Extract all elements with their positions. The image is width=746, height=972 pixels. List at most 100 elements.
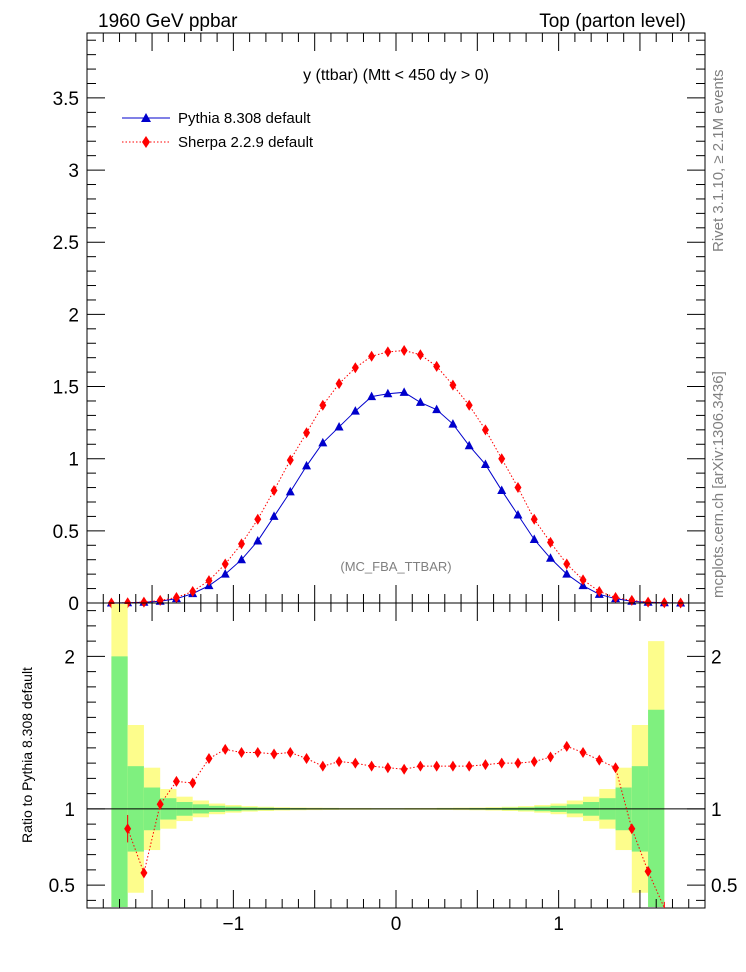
ratio-data-point bbox=[335, 756, 343, 768]
pythia-data-point bbox=[220, 569, 230, 578]
ratio-data-point bbox=[498, 757, 506, 769]
ratio-data-point bbox=[400, 763, 408, 775]
ratio-data-point bbox=[205, 753, 213, 765]
ratio-data-point bbox=[303, 753, 311, 765]
ratio-y-tick-label-right: 2 bbox=[711, 647, 722, 668]
pythia-data-point bbox=[562, 569, 572, 578]
ratio-data-point bbox=[579, 746, 587, 758]
ratio-plot-panel: 0.5 0.5 1 1 2 2 −1 0 1 Ratio to Pythia 8.308 def… bbox=[19, 602, 737, 935]
sherpa-data-point bbox=[172, 592, 180, 604]
pythia-data-point bbox=[480, 459, 490, 468]
sherpa-data-point bbox=[270, 484, 278, 496]
sherpa-data-point bbox=[595, 585, 603, 597]
ratio-data-point bbox=[628, 823, 636, 835]
ratio-data-point bbox=[416, 760, 424, 772]
sherpa-data-point bbox=[644, 596, 652, 608]
legend-sherpa-marker bbox=[142, 136, 150, 148]
ratio-y-tick-label: 0.5 bbox=[49, 876, 75, 897]
pythia-data-point bbox=[529, 534, 539, 544]
sherpa-data-point bbox=[514, 482, 522, 494]
sherpa-data-point bbox=[303, 427, 311, 439]
rivet-version-label: Rivet 3.1.10, ≥ 2.1M events bbox=[710, 70, 727, 253]
sherpa-data-point bbox=[189, 585, 197, 597]
main-y-tick-label: 2 bbox=[68, 305, 79, 326]
legend-pythia-label: Pythia 8.308 default bbox=[178, 110, 311, 127]
sherpa-data-point bbox=[433, 360, 441, 372]
sherpa-data-point bbox=[205, 575, 213, 587]
main-y-tick-label: 3 bbox=[68, 161, 79, 182]
ratio-data-point bbox=[612, 762, 620, 774]
sherpa-data-point bbox=[530, 513, 538, 525]
sherpa-data-point bbox=[547, 536, 554, 548]
sherpa-data-point bbox=[612, 592, 620, 604]
header-right-label: Top (parton level) bbox=[539, 11, 686, 32]
main-y-tick-label: 1 bbox=[68, 450, 79, 471]
pythia-data-point bbox=[464, 440, 474, 450]
legend-pythia-marker bbox=[141, 113, 151, 122]
ratio-data-point bbox=[449, 760, 457, 772]
sherpa-data-point bbox=[449, 379, 457, 391]
pythia-data-point bbox=[546, 553, 555, 562]
sherpa-data-point bbox=[286, 454, 294, 466]
x-tick-label: 0 bbox=[391, 914, 402, 935]
sherpa-data-point bbox=[416, 349, 424, 361]
pythia-data-point bbox=[350, 406, 360, 415]
ratio-uncertainty-band-inner bbox=[111, 656, 128, 907]
ratio-y-tick-label: 1 bbox=[64, 800, 75, 821]
pythia-data-point bbox=[253, 535, 263, 545]
sherpa-data-point bbox=[400, 344, 408, 356]
sherpa-data-point bbox=[579, 574, 587, 586]
sherpa-data-point bbox=[335, 378, 343, 390]
pythia-data-point bbox=[334, 421, 344, 431]
main-y-tick-label: 1.5 bbox=[53, 378, 79, 399]
pythia-data-point bbox=[415, 397, 425, 406]
ratio-data-point bbox=[351, 757, 359, 769]
legend-sherpa-label: Sherpa 2.2.9 default bbox=[178, 134, 314, 151]
main-y-tick-label: 0.5 bbox=[53, 522, 79, 543]
ratio-data-point bbox=[644, 865, 652, 877]
ratio-data-point bbox=[270, 748, 278, 760]
ratio-data-point bbox=[254, 746, 262, 758]
x-tick-label: −1 bbox=[223, 914, 245, 935]
sherpa-data-point bbox=[254, 513, 262, 525]
pythia-data-point bbox=[285, 486, 295, 496]
pythia-data-point bbox=[448, 419, 458, 428]
main-y-tick-label: 0 bbox=[68, 594, 79, 615]
ratio-y-tick-label-right: 0.5 bbox=[711, 876, 737, 897]
sherpa-data-point bbox=[481, 424, 489, 436]
ratio-data-point bbox=[433, 760, 441, 772]
ratio-data-point bbox=[368, 760, 376, 772]
sherpa-data-point bbox=[140, 596, 148, 608]
pythia-data-point bbox=[432, 404, 442, 414]
ratio-plot-frame bbox=[86, 602, 706, 909]
ratio-data-point bbox=[189, 777, 197, 789]
ratio-data-point bbox=[172, 775, 180, 787]
pythia-data-point bbox=[318, 437, 328, 447]
sherpa-data-point bbox=[319, 399, 327, 411]
ratio-series-line bbox=[127, 745, 665, 909]
main-y-tick-label: 3.5 bbox=[53, 89, 79, 110]
sherpa-data-point bbox=[498, 453, 506, 465]
series-line-sherpa bbox=[111, 349, 681, 604]
ratio-data-point bbox=[547, 751, 554, 763]
ratio-data-point bbox=[221, 743, 229, 755]
sherpa-data-point bbox=[465, 399, 473, 411]
watermark-label: (MC_FBA_TTBAR) bbox=[340, 559, 451, 574]
x-tick-label: 1 bbox=[553, 914, 564, 935]
legend: Pythia 8.308 default Sherpa 2.2.9 defaul… bbox=[122, 110, 314, 151]
main-plot-panel: y (ttbar) (Mtt < 450 dy > 0) (MC_FBA_TTB… bbox=[53, 32, 706, 615]
sherpa-data-point bbox=[563, 558, 571, 570]
mcplots-label: mcplots.cern.ch [arXiv:1306.3436] bbox=[710, 371, 727, 598]
ratio-data-point bbox=[514, 757, 522, 769]
ratio-data-point bbox=[140, 867, 148, 879]
sherpa-data-point bbox=[238, 538, 245, 550]
pythia-data-point bbox=[367, 391, 377, 401]
ratio-data-point bbox=[465, 760, 473, 772]
main-plot-title: y (ttbar) (Mtt < 450 dy > 0) bbox=[303, 67, 489, 84]
header-left-label: 1960 GeV ppbar bbox=[98, 11, 238, 32]
sherpa-data-point bbox=[351, 362, 359, 374]
ratio-data-point bbox=[530, 756, 538, 768]
pythia-data-point bbox=[269, 511, 279, 520]
ratio-data-point bbox=[286, 746, 294, 758]
